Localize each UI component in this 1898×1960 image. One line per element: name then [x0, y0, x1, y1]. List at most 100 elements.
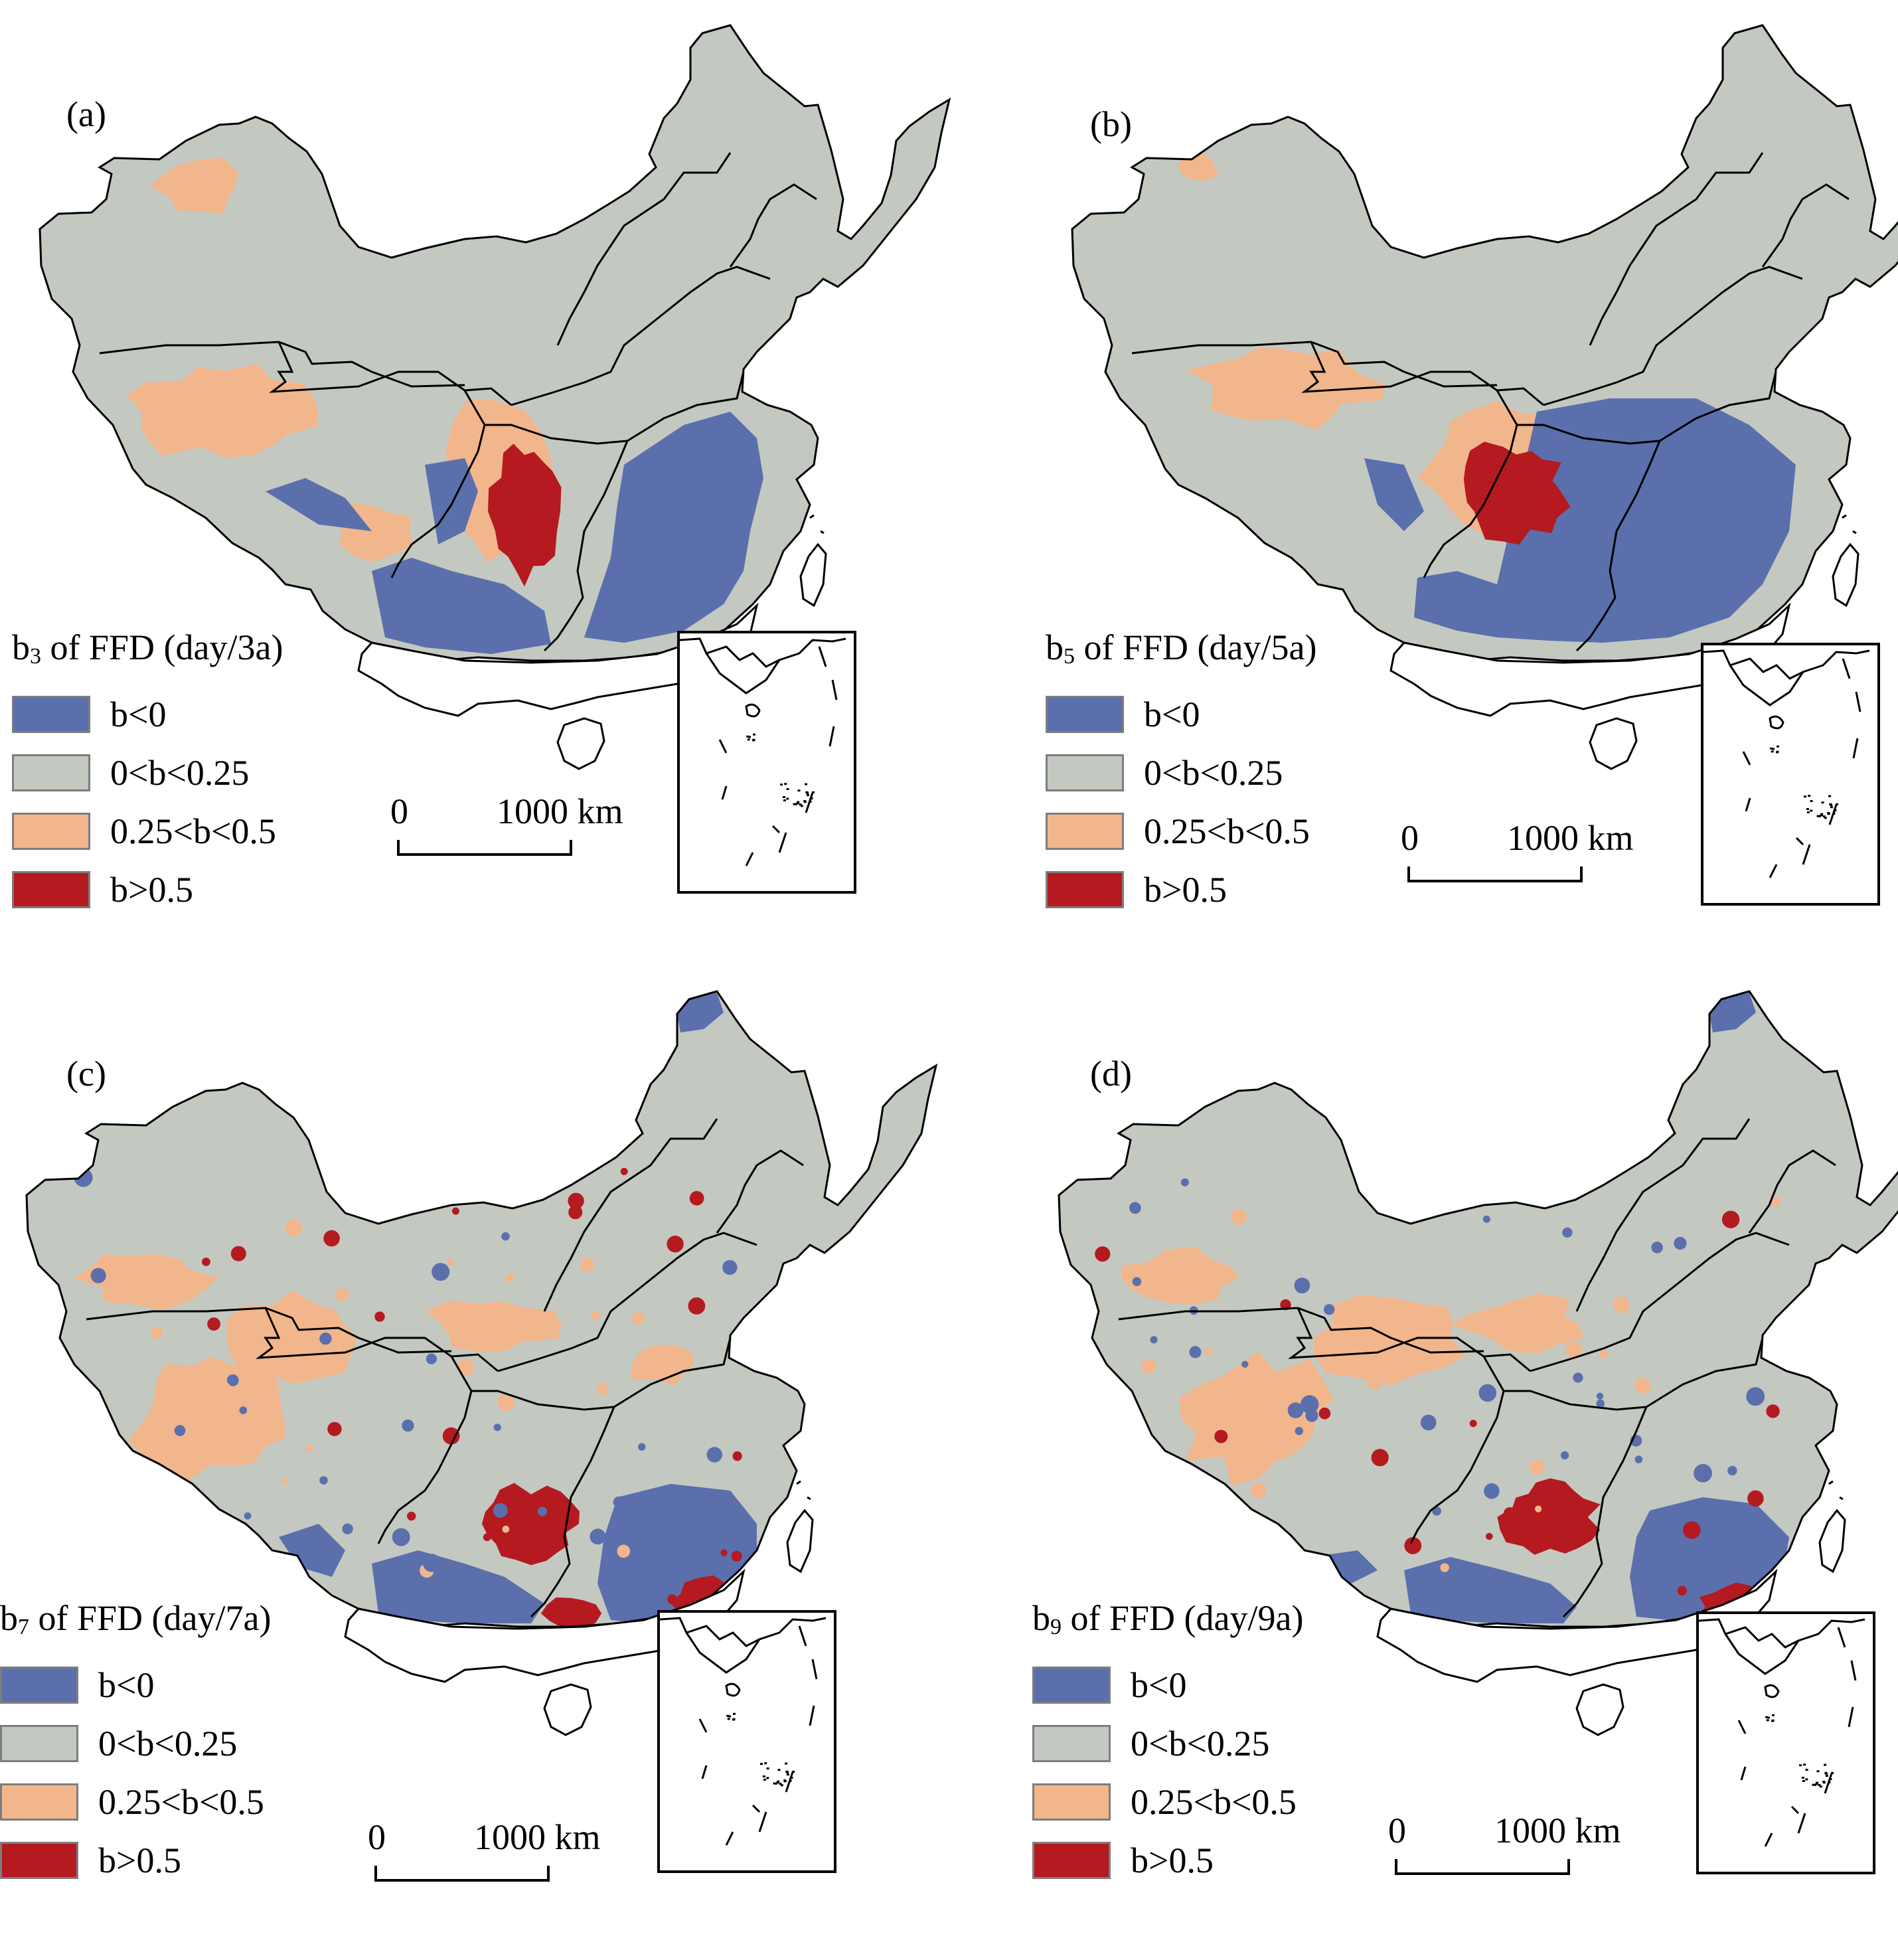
province-boundary [556, 152, 732, 346]
inset-dashed-boundary [778, 832, 787, 853]
legend-label: b>0.5 [1144, 870, 1227, 910]
inset-reef [800, 805, 803, 807]
scale-line [397, 840, 572, 856]
province-boundary [1390, 1337, 1484, 1354]
region-fill-0-025 [1072, 25, 1898, 661]
inset-reef [792, 1770, 795, 1773]
inset-reef [806, 791, 809, 794]
legend: b3 of FFD (day/3a) b<0 0<b<0.25 0.25<b<0… [12, 629, 283, 919]
inset-dashed-boundary [1797, 1813, 1806, 1834]
station-spot [1652, 1554, 1662, 1564]
station-spot [174, 1425, 186, 1436]
station-spot [608, 1528, 626, 1545]
station-spot [207, 1317, 220, 1331]
province-boundary [1575, 1118, 1751, 1312]
station-spot [1771, 1196, 1781, 1207]
china-map-c [25, 990, 938, 1736]
station-spot [1573, 1372, 1583, 1383]
inset-reef [752, 739, 755, 742]
legend-label: 0.25<b<0.5 [1131, 1782, 1297, 1822]
inset-reef [786, 1773, 789, 1776]
inset-reef [1765, 1716, 1769, 1718]
station-spot [1562, 1227, 1573, 1238]
inset-reef [1771, 750, 1774, 753]
inset-reef [773, 1782, 776, 1785]
scale-bar: 0 1000 km [390, 793, 623, 860]
zone-025-05 [1186, 347, 1386, 430]
zone-025-05 [1180, 1351, 1334, 1486]
zone-025-05 [1450, 1293, 1585, 1354]
inset-reef [799, 803, 802, 806]
inset-dashed-boundary [1745, 797, 1751, 812]
province-boundary [377, 1390, 473, 1544]
inset-reef [790, 1777, 793, 1779]
inset-reef [797, 801, 800, 803]
inset-reef [1820, 813, 1824, 815]
province-boundary [1575, 440, 1661, 652]
zone-b-gt-05 [1497, 1478, 1601, 1555]
zone-b-gt-05 [481, 1483, 580, 1566]
inset-reef [1836, 803, 1839, 805]
inset-reef [764, 1762, 767, 1765]
station-spot [591, 1311, 600, 1321]
inset-reef [1814, 1783, 1816, 1786]
inset-coastline [1698, 1618, 1865, 1649]
inset-dashed-boundary [1740, 1766, 1747, 1781]
inset-reef [795, 803, 797, 805]
inset-reef [1816, 815, 1820, 817]
inset-reef [1805, 1778, 1808, 1781]
inset-reef [1831, 1771, 1834, 1774]
province-boundary [450, 1356, 615, 1411]
station-spot [1132, 1277, 1142, 1286]
station-spot [364, 1179, 373, 1187]
inset-coastline [1729, 665, 1804, 706]
inset-reef [1812, 1783, 1815, 1786]
station-spot [1529, 1459, 1545, 1475]
inset-reef [1830, 803, 1833, 806]
station-spot [1189, 1346, 1202, 1358]
scale-end: 1000 km [497, 791, 623, 831]
legend-swatch [1046, 696, 1124, 733]
inset-reef [780, 1784, 783, 1787]
station-spot [426, 1353, 437, 1364]
zone-b-lt-0 [1709, 993, 1756, 1032]
legend-swatch [12, 754, 90, 791]
station-spot [1214, 1429, 1228, 1443]
inset-dashed-boundary [1764, 1833, 1773, 1847]
inset-dashed-boundary [718, 739, 728, 754]
legend-title: b9 of FFD (day/9a) [1032, 1598, 1304, 1639]
legend-label: b>0.5 [1131, 1840, 1214, 1880]
scale-start: 0 [390, 791, 408, 831]
zone-b-lt-0 [1414, 398, 1796, 643]
inset-reef [796, 802, 799, 805]
inset-reef [793, 803, 796, 805]
legend-label: 0<b<0.25 [110, 753, 250, 793]
station-spot [1250, 1482, 1267, 1499]
inset-dashed-boundary [701, 1765, 708, 1779]
legend-swatch [1046, 813, 1124, 850]
panel-label: (c) [66, 1054, 106, 1094]
station-spot [1180, 1178, 1189, 1186]
station-spot [617, 1544, 631, 1558]
inset-reef [1822, 1781, 1826, 1784]
province-boundary [1562, 1406, 1648, 1618]
station-spot [1766, 1404, 1780, 1418]
station-spot [1241, 1360, 1249, 1368]
station-spot [1129, 1202, 1141, 1214]
legend-swatch [12, 696, 90, 733]
inset-reef [786, 1771, 789, 1773]
inset-reef [1767, 1716, 1771, 1719]
hainan-island [556, 717, 605, 770]
station-spot [667, 1236, 684, 1253]
station-spot [447, 1258, 454, 1266]
station-spot [469, 1183, 477, 1190]
inset-reef [1804, 795, 1806, 798]
station-spot [720, 1549, 728, 1556]
china-map-b [1071, 24, 1898, 770]
station-spot [342, 1523, 353, 1534]
province-boundary [627, 371, 745, 442]
inset-dashed-boundary [1790, 1805, 1800, 1815]
province-boundary [1403, 370, 1498, 388]
station-spot [1683, 1521, 1701, 1539]
inset-reef [762, 1775, 765, 1777]
